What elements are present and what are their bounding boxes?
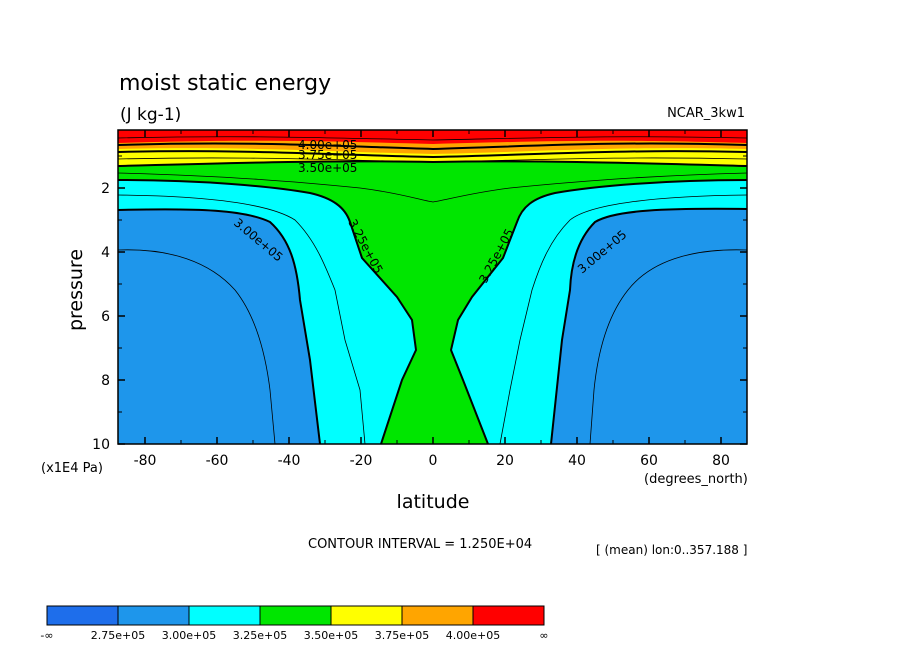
y-tick-label: 2 <box>101 181 110 197</box>
colorbar-swatch <box>330 605 403 626</box>
x-tick-label: -40 <box>278 453 301 469</box>
contour-fills <box>118 130 747 444</box>
x-axis-units: (degrees_north) <box>644 472 748 487</box>
colorbar-swatch <box>188 605 261 626</box>
chart-title: moist static energy <box>119 71 331 96</box>
x-tick-label: -80 <box>134 453 157 469</box>
x-axis: -80 -60 -40 -20 0 20 40 60 80 <box>134 130 730 469</box>
y-tick-label: 10 <box>92 437 110 453</box>
colorbar-label: 3.50e+05 <box>304 629 358 642</box>
thin-line-3125-right <box>499 194 747 444</box>
colorbar-label: 2.75e+05 <box>91 629 145 642</box>
fill-blue-right <box>551 208 747 444</box>
thin-line-top-2 <box>118 157 747 163</box>
colorbar-swatch <box>259 605 332 626</box>
line-300-left <box>118 208 321 444</box>
x-tick-label: -60 <box>206 453 229 469</box>
line-300-right <box>550 207 747 444</box>
x-tick-label: 80 <box>712 453 730 469</box>
x-axis-label: latitude <box>397 491 470 513</box>
dataset-label: NCAR_3kw1 <box>667 106 745 121</box>
colorbar: -∞ 2.75e+05 3.00e+05 3.25e+05 3.50e+05 3.75e+… <box>40 605 549 642</box>
y-tick-label: 8 <box>101 373 110 389</box>
x-tick-label: -20 <box>350 453 373 469</box>
colorbar-label: 3.00e+05 <box>162 629 216 642</box>
colorbar-swatch <box>117 605 190 626</box>
thin-line-top-1 <box>118 136 747 141</box>
line-375 <box>118 150 747 159</box>
contour-label-375: 3.75e+05 <box>298 148 357 162</box>
line-325-left <box>118 179 418 444</box>
colorbar-label: 3.75e+05 <box>375 629 429 642</box>
y-axis-label: pressure <box>65 249 87 331</box>
y-tick-label: 4 <box>101 245 110 261</box>
y-axis-units: (x1E4 Pa) <box>41 461 103 476</box>
line-400 <box>118 142 747 151</box>
colorbar-label: -∞ <box>40 629 53 642</box>
contour-label-400: 4.00e+05 <box>298 138 357 152</box>
thin-line-2875-right <box>589 249 747 444</box>
x-tick-label: 60 <box>640 453 658 469</box>
line-325-right <box>449 179 747 444</box>
thin-line-2875-left <box>118 249 276 444</box>
contour-interval-note: CONTOUR INTERVAL = 1.250E+04 <box>308 537 532 552</box>
colorbar-swatch <box>472 605 545 626</box>
y-tick-label: 6 <box>101 309 110 325</box>
thin-line-3375 <box>118 172 747 203</box>
y-axis: 2 4 6 8 10 <box>92 155 747 453</box>
chart-units: (J kg-1) <box>120 105 181 125</box>
contour-lines <box>118 136 747 444</box>
colorbar-label: 4.00e+05 <box>446 629 500 642</box>
colorbar-swatch <box>46 605 119 626</box>
colorbar-label: 3.25e+05 <box>233 629 287 642</box>
averaging-note: [ (mean) lon:0..357.188 ] <box>596 543 747 557</box>
colorbar-label: ∞ <box>539 629 548 642</box>
thin-line-3125-left <box>118 194 366 444</box>
x-tick-label: 0 <box>429 453 438 469</box>
x-tick-label: 40 <box>568 453 586 469</box>
x-tick-label: 20 <box>496 453 514 469</box>
colorbar-swatch <box>401 605 474 626</box>
contour-label-350: 3.50e+05 <box>298 161 357 175</box>
